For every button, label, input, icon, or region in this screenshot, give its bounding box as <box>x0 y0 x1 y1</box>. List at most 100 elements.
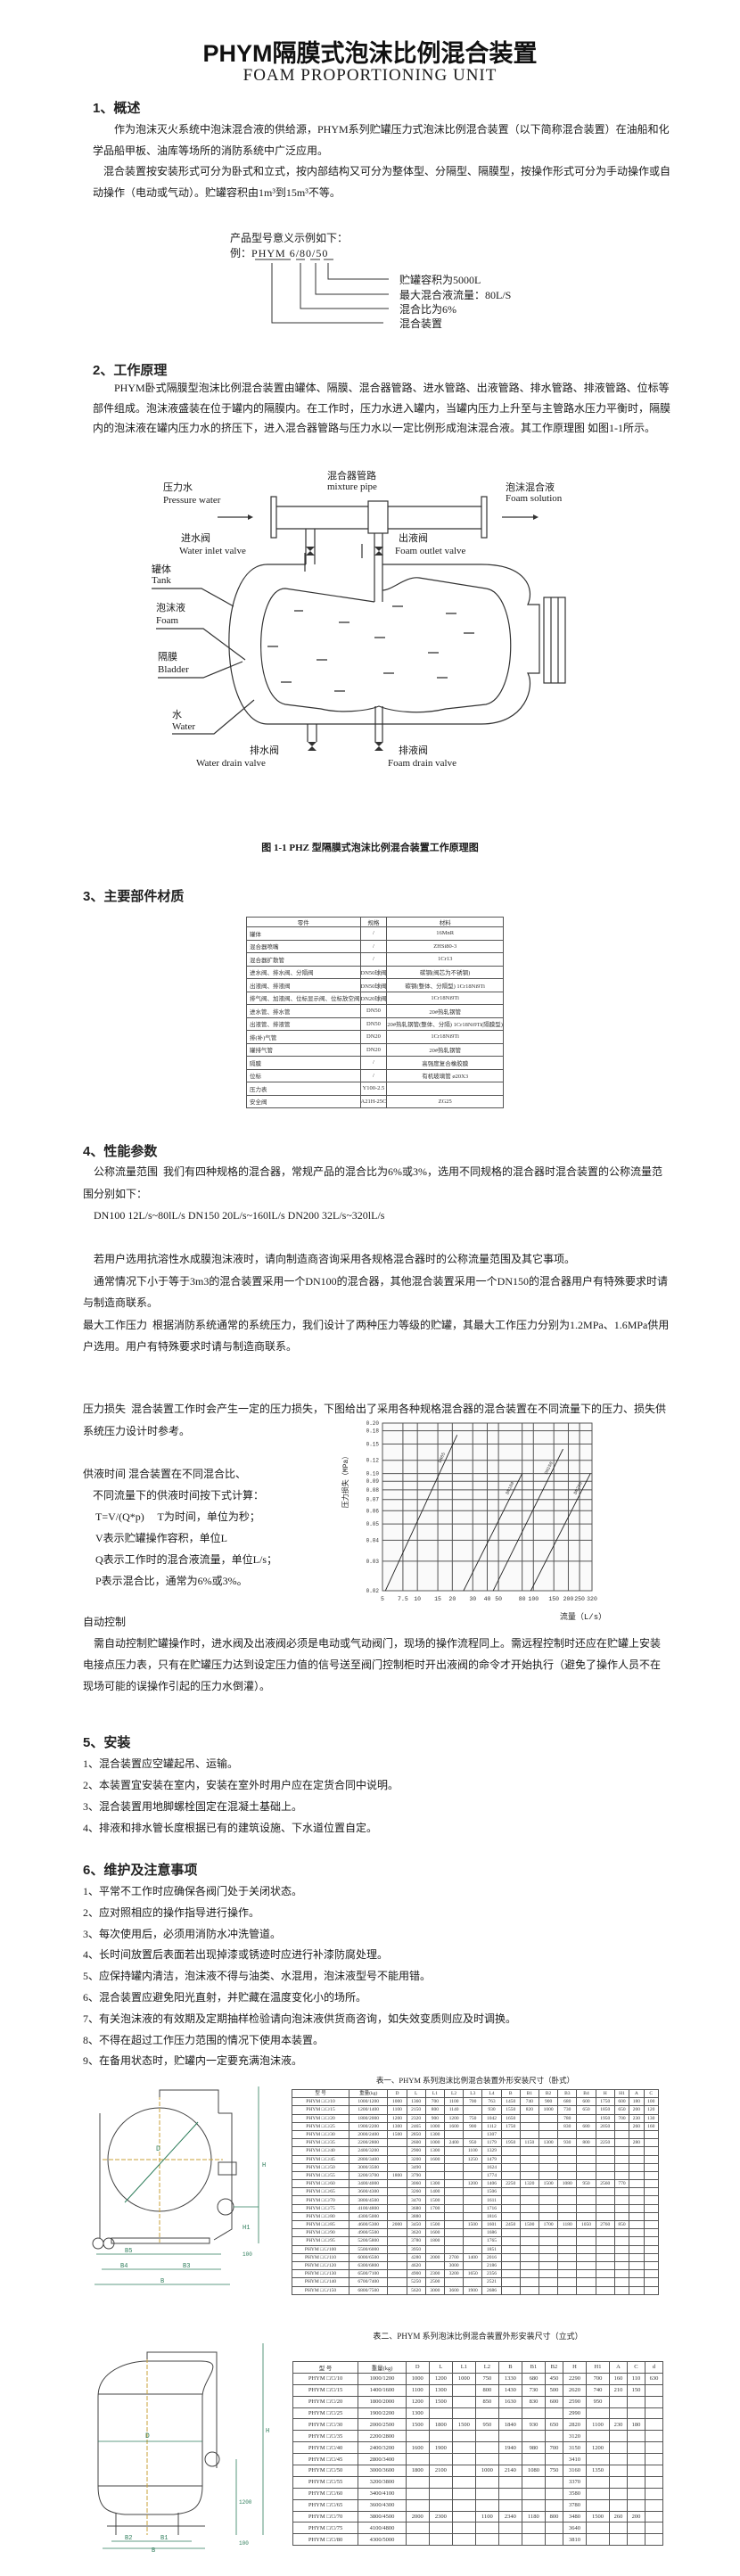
table-cell <box>626 2499 645 2512</box>
table-cell: 1300 <box>387 2121 407 2131</box>
table-cell <box>629 2155 645 2164</box>
section-heading-maintenance: 6、维护及注意事项 <box>83 1863 198 1878</box>
table-cell: 3400/4100 <box>358 2487 407 2500</box>
table-row: PHYM □/□/120 6300/6800 4620 3000 2186 <box>291 2260 659 2271</box>
vdim-label-100: 100 <box>239 2540 249 2547</box>
table-cell: 3000 <box>424 2285 445 2295</box>
table-cell: 1200/1400 <box>349 2105 389 2115</box>
list-item: 5、应保持罐内清洁，泡沫液不得与油类、水混用，泡沫液型号不能用错。 <box>83 1970 432 1983</box>
table-cell <box>387 2195 407 2205</box>
table-cell <box>451 2384 476 2397</box>
table-cell: PHYM □/□/65 <box>292 2498 359 2512</box>
section-heading-principle: 2、工作原理 <box>93 363 168 378</box>
table-cell <box>626 2488 645 2500</box>
table-cell <box>519 2236 540 2246</box>
table-cell: 16MnR <box>386 926 504 941</box>
table-cell <box>405 2499 430 2512</box>
table-cell: 600 <box>613 2097 630 2107</box>
list-item: 2、应对照相应的操作指导进行操作。 <box>83 1905 260 1919</box>
table-cell <box>626 2430 645 2443</box>
table-cell <box>463 2130 483 2140</box>
table-cell <box>538 2187 559 2197</box>
table-header-cell: B1 <box>519 2088 540 2099</box>
table-header-cell: L2 <box>443 2088 465 2099</box>
table-row: 排气阀、加液阀、位标显示阀、位标放空阀 DN20球阀 1Cr18Ni9Ti <box>246 991 504 1005</box>
table-cell: 3810 <box>562 2533 587 2547</box>
table-cell <box>463 2245 483 2254</box>
table-cell: 2000 <box>405 2510 430 2523</box>
table-header-cell: H <box>595 2088 615 2099</box>
notes-text: 若用户选用抗溶性水成膜泡沫液时，请向制造商咨询采用各规格混合器时的公称流量范围及… <box>83 1248 671 1358</box>
table-cell: 1816 <box>481 2211 502 2222</box>
table-cell: 650 <box>544 2418 563 2432</box>
page-title: PHYM隔膜式泡沫比例混合装置 <box>202 40 538 67</box>
table-cell <box>443 2195 465 2205</box>
table-cell: 隔膜 <box>246 1056 361 1070</box>
x-tick-label: 10 <box>414 1596 421 1602</box>
table-row: PHYM □/□/85 4600/5300 2000 3450 1500 1500 1601… <box>291 2219 659 2230</box>
table-cell <box>387 2236 407 2246</box>
table-cell <box>585 2522 611 2535</box>
table-row: PHYM □/□/80 4300/5000 3880 1816 <box>291 2211 659 2222</box>
table-cell <box>629 2171 645 2181</box>
table-cell: PHYM □/□/60 <box>291 2179 350 2189</box>
table-cell: 1900 <box>428 2441 453 2455</box>
table-header-cell: B3 <box>557 2088 578 2099</box>
table-cell: PHYM □/□/10 <box>292 2372 359 2385</box>
table-cell <box>576 2269 596 2279</box>
table-cell <box>538 2122 559 2131</box>
table-cell: 950 <box>576 2179 596 2189</box>
table-cell <box>613 2163 630 2172</box>
table-cell <box>644 2465 664 2477</box>
table-cell: PHYM □/□/45 <box>291 2154 350 2164</box>
table-cell: 1300 <box>424 2146 445 2156</box>
table-cell <box>609 2407 628 2420</box>
table-row: PHYM □/□/10 1000/1200 1000 1360 700 1100 700 76… <box>291 2097 659 2107</box>
table-cell: 950 <box>463 2138 483 2148</box>
table-cell: PHYM □/□/25 <box>291 2121 350 2131</box>
table-header-cell: H1 <box>585 2361 611 2374</box>
table-cell <box>500 2269 521 2279</box>
table-cell <box>595 2130 615 2140</box>
table-cell: 2000/2400 <box>349 2129 389 2140</box>
table-cell: 1500 <box>585 2510 611 2523</box>
table-cell: PHYM □/□/110 <box>291 2252 350 2262</box>
table-cell <box>463 2204 483 2213</box>
table-cell: 1900/2200 <box>349 2121 389 2131</box>
table-header-cell: D <box>405 2361 430 2374</box>
supply-line-1: 供液时间 混合装置在不同混合比、 <box>83 1468 247 1480</box>
table-cell: 930 <box>557 2138 578 2148</box>
table-cell: 3600/4300 <box>349 2187 389 2197</box>
table-row: PHYM □/□/100 5500/6000 3950 1851 <box>291 2244 659 2254</box>
table-cell <box>521 2407 546 2420</box>
table-cell <box>474 2522 499 2535</box>
list-item: 7、有关泡沫液的有效期及定期抽样检验请向泡沫液供货商咨询，如失效变质则应及时调换… <box>83 2012 517 2025</box>
table-cell: 3000/3500 <box>349 2162 389 2172</box>
y-tick-label: 0.20 <box>366 1420 380 1427</box>
table-cell: 1500 <box>428 2395 453 2408</box>
table-cell: 980 <box>521 2441 546 2455</box>
table-cell: 740 <box>585 2383 611 2397</box>
supply-formula: T=V/(Q*p) T为时间，单位为秒； <box>95 1510 260 1523</box>
table-cell: 1000 <box>387 2097 407 2107</box>
series-line-dn65 <box>384 1435 458 1592</box>
table-cell <box>544 2407 563 2420</box>
table-cell: 1940 <box>497 2441 522 2455</box>
table-cell <box>609 2441 628 2455</box>
table-cell: 2800/3400 <box>358 2453 407 2466</box>
table-cell <box>613 2253 630 2262</box>
table-cell <box>521 2430 546 2443</box>
table-row: 混合器喷嘴 / ZHSi80-3 <box>246 939 504 953</box>
table-cell <box>544 2476 563 2489</box>
table-cell <box>463 2261 483 2271</box>
table-cell: 压力表 <box>246 1082 361 1096</box>
table-cell <box>643 2187 659 2197</box>
table-cell: 3480 <box>562 2510 587 2523</box>
table-cell <box>463 2236 483 2246</box>
table-cell: 有机玻璃管 ø20X3 <box>386 1068 504 1082</box>
series-line-dn100 <box>463 1473 523 1592</box>
table-cell: PHYM □/□/30 <box>291 2129 350 2140</box>
table-cell <box>538 2269 559 2279</box>
table-cell: 2686 <box>481 2285 502 2295</box>
